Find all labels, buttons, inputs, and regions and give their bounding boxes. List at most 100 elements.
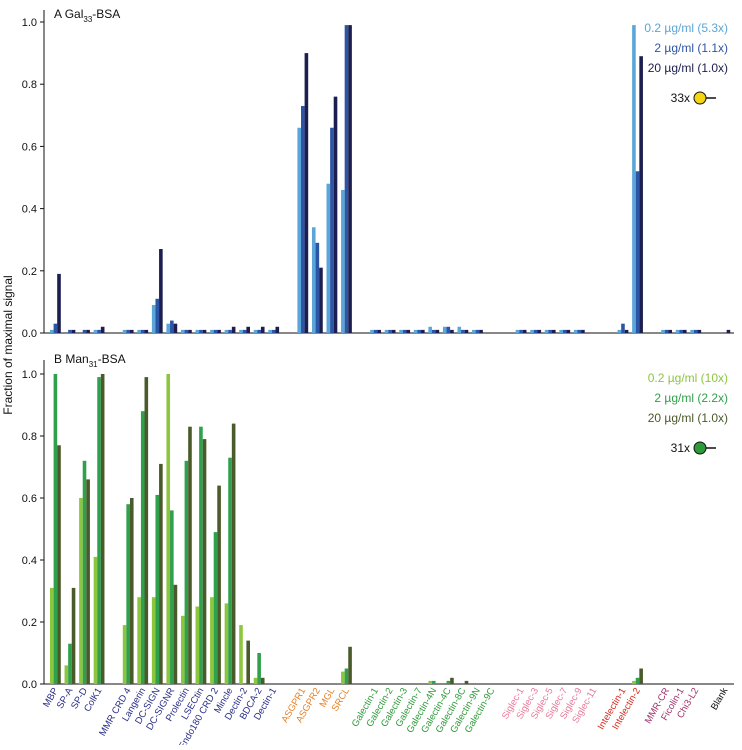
legend-entry: 20 µg/ml (1.0x): [648, 61, 728, 75]
bar: [246, 640, 250, 684]
bar: [213, 329, 218, 333]
bar: [97, 329, 101, 333]
bar: [446, 680, 451, 684]
bar: [57, 445, 61, 684]
bar: [461, 329, 465, 333]
bar: [100, 326, 105, 333]
bar: [184, 460, 189, 684]
bar: [406, 329, 411, 333]
bar: [621, 323, 625, 333]
bar: [86, 479, 90, 684]
bar: [348, 646, 352, 684]
bar: [202, 329, 207, 333]
bar: [402, 329, 407, 333]
legend-entry: 2 µg/ml (2.2x): [654, 391, 728, 405]
bar: [450, 329, 454, 333]
bar: [271, 329, 276, 333]
bar: [428, 326, 432, 333]
bar: [260, 326, 265, 333]
panel-letter: A: [54, 7, 65, 21]
bar: [421, 329, 425, 333]
y-tick-label: 0.8: [22, 79, 37, 91]
bar: [188, 426, 192, 684]
bar: [690, 329, 694, 333]
bar: [180, 329, 185, 333]
bar: [333, 96, 338, 333]
bar: [675, 329, 680, 333]
bar: [548, 329, 553, 333]
bar: [297, 127, 301, 334]
bar: [239, 329, 243, 333]
bar: [573, 329, 578, 333]
panel-letter: B: [54, 352, 65, 366]
bar: [341, 189, 345, 333]
bar: [552, 329, 556, 333]
bar: [217, 485, 221, 684]
bar: [213, 532, 218, 684]
bar: [344, 668, 349, 684]
bar: [68, 643, 72, 684]
legend-entry: 0.2 µg/ml (10x): [648, 371, 728, 385]
bar: [562, 329, 567, 333]
bar: [199, 426, 203, 684]
bar: [268, 329, 272, 333]
bar: [544, 329, 549, 333]
bar: [537, 329, 542, 333]
bar: [228, 457, 232, 684]
bar: [566, 329, 571, 333]
panel-title: A Gal33-BSA: [54, 7, 120, 24]
bar: [533, 329, 538, 333]
y-tick-label: 0.2: [22, 617, 37, 629]
bar: [370, 329, 374, 333]
bar: [155, 298, 160, 333]
y-tick-label: 0.6: [22, 141, 37, 153]
bar: [377, 329, 381, 333]
bar: [330, 127, 334, 334]
bar: [86, 329, 90, 333]
bar: [435, 329, 440, 333]
y-tick-label: 0.6: [22, 493, 37, 505]
bar: [210, 597, 214, 684]
bar: [624, 329, 629, 333]
panel-a: 0.0 0.2 0.4 0.6 0.8 1.0 A Gal33-BSA 0.2 µg/ml (…: [22, 7, 734, 340]
bar: [304, 53, 309, 333]
bar: [202, 439, 207, 684]
bar: [159, 249, 163, 333]
bar: [231, 326, 236, 333]
bar: [522, 329, 527, 333]
bar: [519, 329, 523, 333]
y-tick-label: 1.0: [22, 369, 37, 381]
bar: [682, 329, 687, 333]
bar: [431, 329, 436, 333]
panel-glycan-subscript: 31: [89, 360, 98, 369]
bar: [126, 504, 130, 684]
bar: [140, 411, 145, 684]
bar: [144, 329, 149, 333]
bar: [417, 329, 422, 333]
bar: [71, 587, 76, 684]
bar: [661, 329, 665, 333]
bar: [450, 677, 454, 684]
bar: [384, 329, 389, 333]
panel-glycan: Gal: [65, 7, 84, 21]
bar: [210, 329, 214, 333]
bar: [93, 329, 98, 333]
bar: [170, 510, 174, 684]
legend-entry: 2 µg/ml (1.1x): [654, 41, 728, 55]
bar: [64, 665, 69, 684]
panel-glycan: Man: [65, 352, 88, 366]
bar: [664, 329, 669, 333]
bar: [57, 273, 61, 333]
bar: [530, 329, 534, 333]
bar: [635, 171, 640, 333]
y-tick-label: 0.4: [22, 555, 37, 567]
bar: [224, 329, 229, 333]
bar: [195, 606, 200, 684]
bar: [577, 329, 582, 333]
panel-glycan-subscript: 33: [83, 15, 92, 24]
bar: [224, 603, 229, 684]
bar: [457, 326, 462, 333]
bar: [253, 677, 258, 684]
bar: [68, 329, 72, 333]
